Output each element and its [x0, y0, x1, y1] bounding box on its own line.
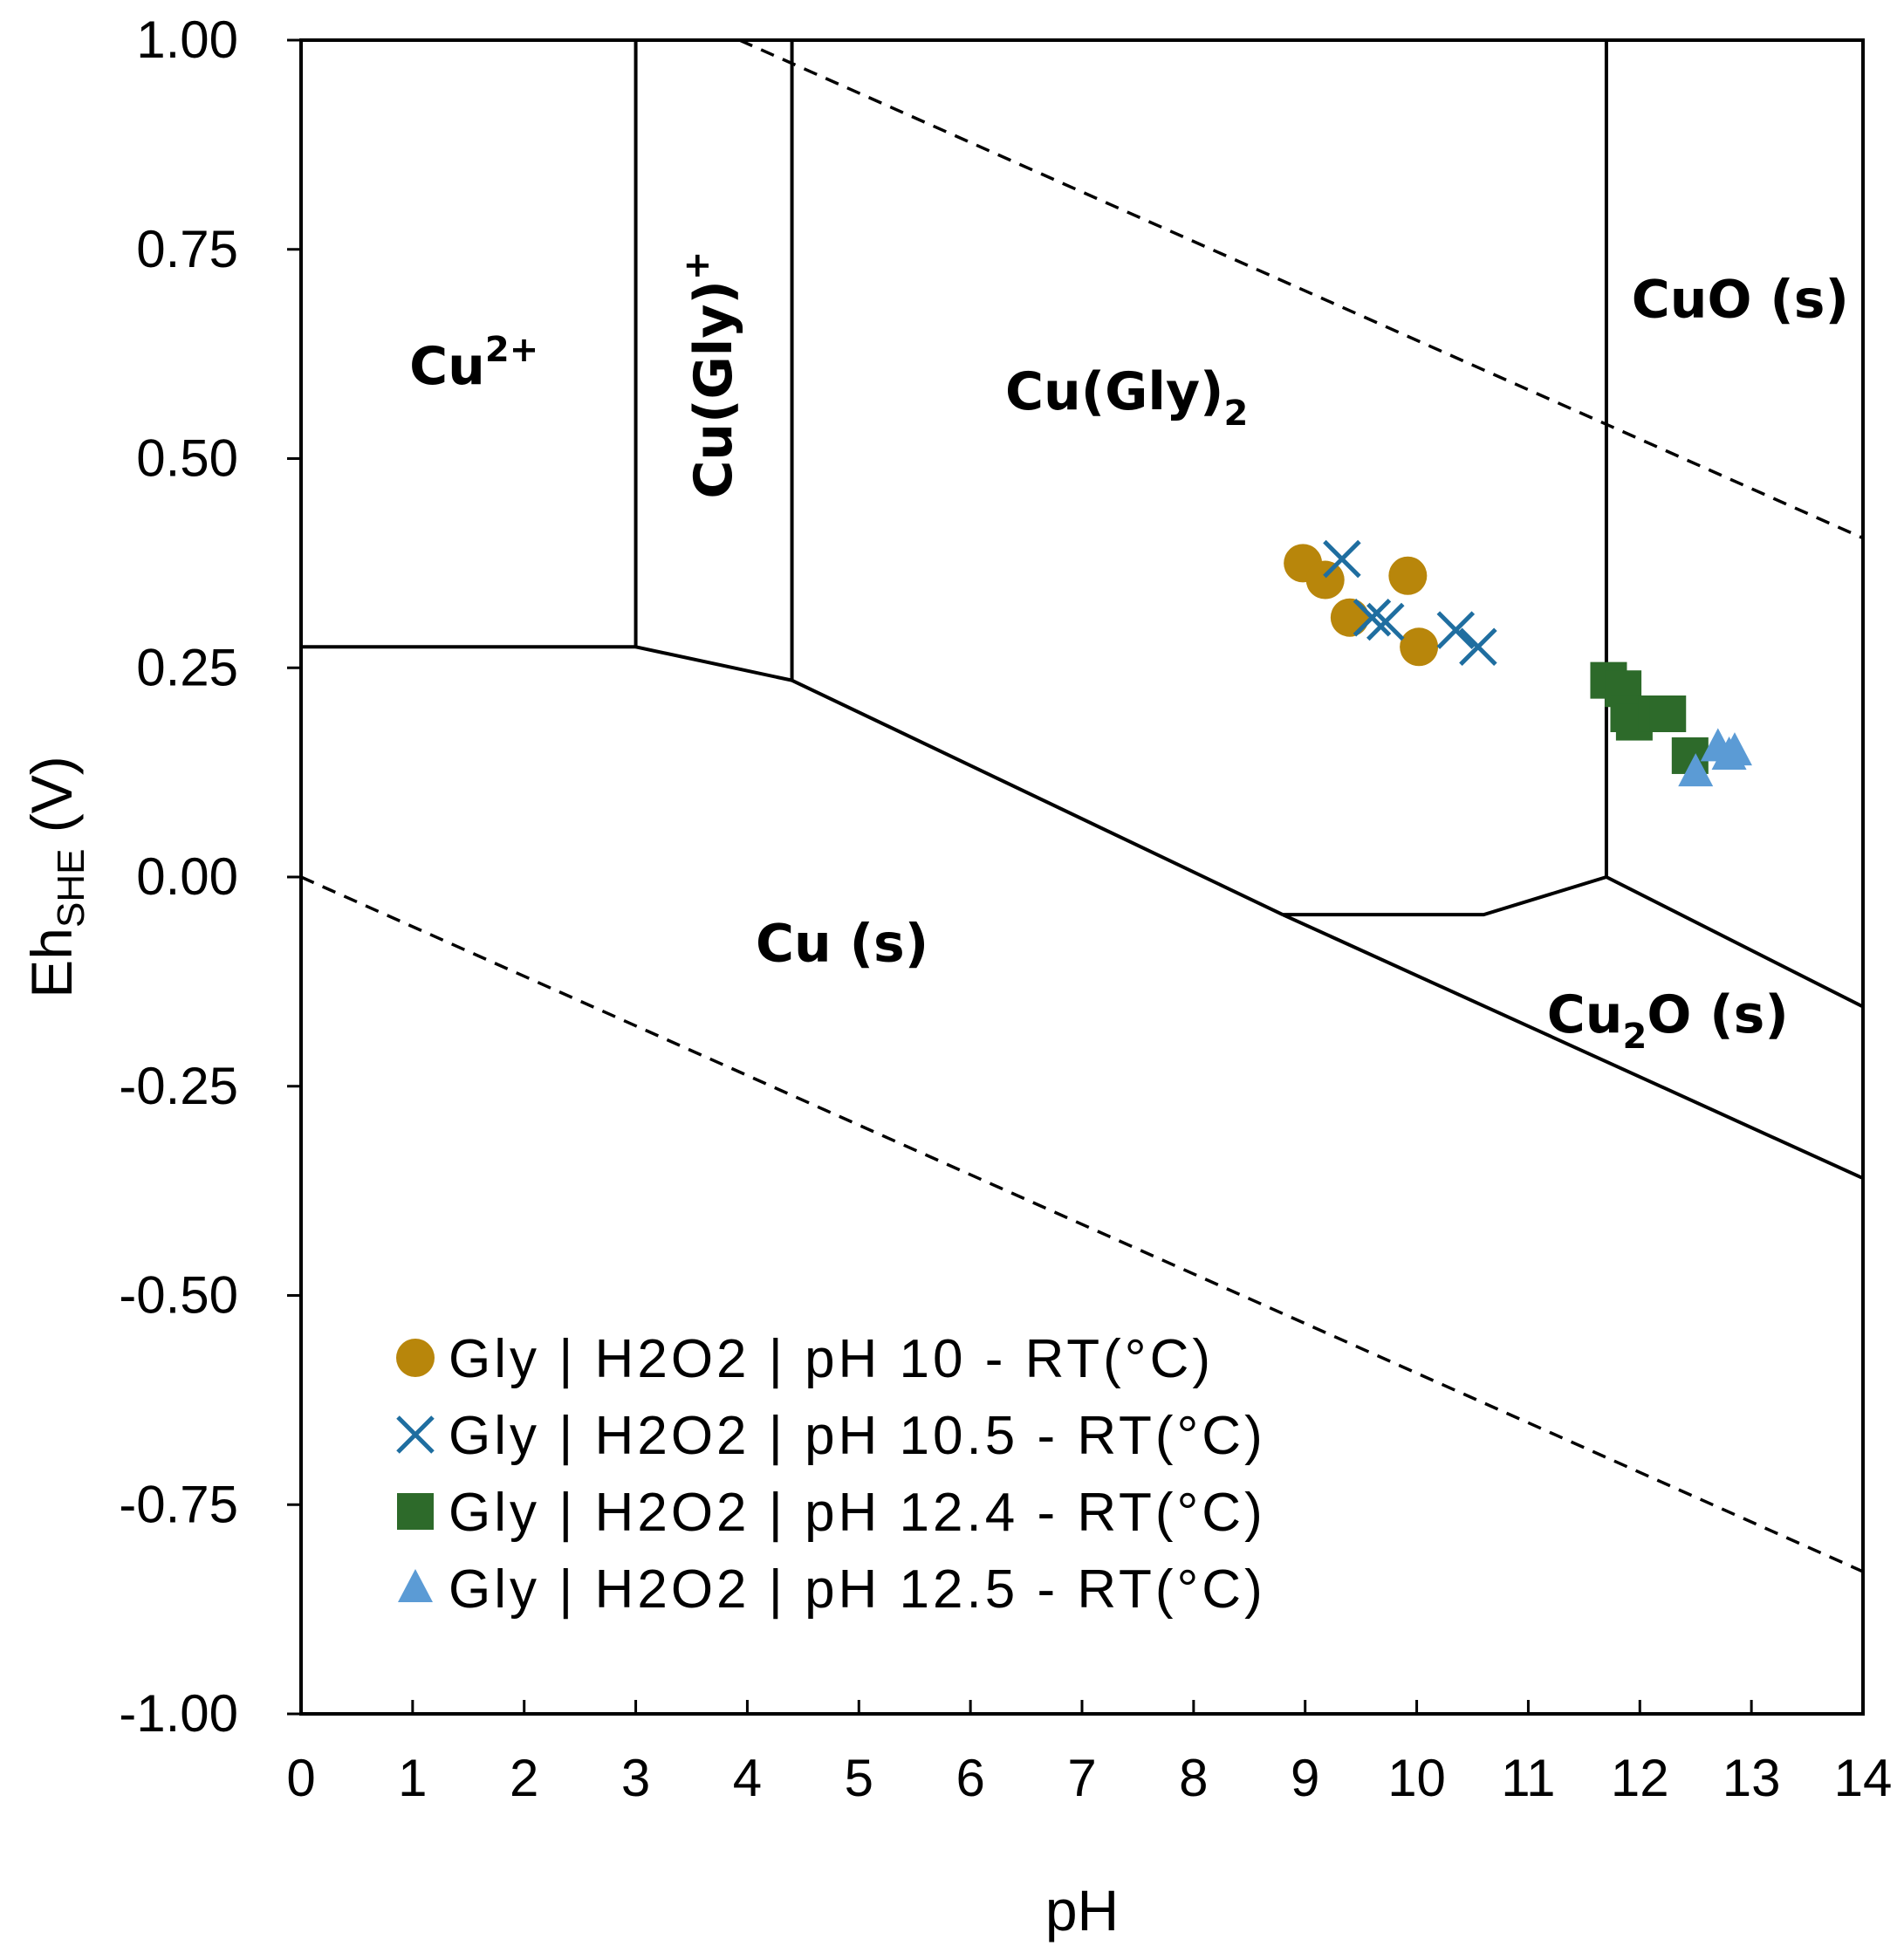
data-point-series-3 — [1678, 753, 1714, 787]
region-label-sup: 2+ — [485, 330, 538, 370]
x-tick-label: 11 — [1501, 1749, 1555, 1807]
legend-label-2: Gly | H2O2 | pH 12.4 - RT(°C) — [449, 1483, 1266, 1543]
region-label-base: Cu — [756, 914, 832, 975]
x-tick-label: 9 — [1291, 1749, 1319, 1807]
region-label-3: CuO (s) — [1632, 269, 1849, 330]
data-point-series-1 — [1323, 539, 1361, 579]
region-label-suffix: (s) — [832, 914, 928, 975]
y-tick-label: 0.75 — [136, 220, 238, 278]
data-point-series-2 — [1649, 695, 1687, 732]
x-tick-label: 13 — [1723, 1749, 1781, 1807]
hydrogen-stability-line — [300, 875, 1864, 1573]
cu-cu2o-boundary — [1282, 913, 1864, 1181]
y-tick-label: -0.25 — [119, 1057, 238, 1115]
data-point-series-3 — [1716, 732, 1752, 766]
x-tick-label: 8 — [1179, 1749, 1208, 1807]
data-point-series-0 — [1400, 627, 1439, 667]
x-tick-label: 0 — [286, 1749, 315, 1807]
legend-marker-1 — [396, 1415, 435, 1454]
region-label-base: Cu — [409, 336, 485, 397]
oxygen-stability-line — [738, 38, 1864, 540]
x-tick-label: 5 — [845, 1749, 873, 1807]
data-point-series-0 — [1330, 598, 1369, 637]
y-axis-title-unit: (V) — [19, 756, 84, 848]
y-tick-label: -0.50 — [119, 1266, 238, 1325]
region-label-sup: + — [677, 251, 717, 281]
region-label-0: Cu2+ — [409, 330, 538, 397]
y-tick-label: -1.00 — [119, 1684, 238, 1743]
axis-ticks: 0 1 2 3 4 5 6 7 8 9 10 11 12 13 141.000.750.500.250.00… — [119, 10, 1892, 1807]
data-point-series-0 — [1305, 560, 1345, 600]
y-axis-title: EhSHE (V) — [19, 756, 92, 998]
y-tick-label: 0.25 — [136, 638, 238, 696]
y-tick-label: 0.50 — [136, 429, 238, 488]
y-tick-label: -0.75 — [119, 1475, 238, 1533]
region-label-base: Cu — [1547, 984, 1623, 1045]
y-tick-label: 1.00 — [136, 10, 238, 69]
data-points — [1284, 539, 1752, 787]
region-label-5: Cu2O (s) — [1547, 984, 1789, 1057]
data-point-series-1 — [1366, 602, 1405, 641]
region-label-base: Cu(Gly) — [1005, 361, 1224, 422]
region-label-suffix: O (s) — [1647, 984, 1788, 1045]
legend-label-1: Gly | H2O2 | pH 10.5 - RT(°C) — [449, 1406, 1266, 1466]
legend-marker-0 — [396, 1339, 435, 1377]
y-tick-label: 0.00 — [136, 847, 238, 906]
region-label-base: Cu(Gly) — [683, 280, 744, 499]
data-point-series-1 — [1436, 611, 1476, 649]
y-axis-title-sub: SHE — [50, 849, 92, 928]
region-label-1: Cu(Gly)+ — [677, 251, 744, 499]
legend-marker-3 — [398, 1569, 433, 1602]
cugly2-cu2o-boundary — [1283, 875, 1607, 917]
x-axis-title: pH — [1045, 1878, 1119, 1943]
region-label-4: Cu (s) — [756, 914, 928, 975]
data-point-series-1 — [1459, 627, 1497, 667]
phase-boundaries — [301, 40, 1864, 1181]
region-label-sub: 2 — [1223, 394, 1248, 434]
x-tick-label: 2 — [510, 1749, 538, 1807]
x-tick-label: 6 — [955, 1749, 984, 1807]
region-label-base: CuO — [1632, 269, 1752, 330]
region-label-suffix: (s) — [1752, 269, 1849, 330]
x-tick-label: 7 — [1067, 1749, 1096, 1807]
x-tick-label: 1 — [398, 1749, 427, 1807]
x-tick-label: 4 — [733, 1749, 762, 1807]
x-tick-label: 14 — [1834, 1749, 1893, 1807]
x-tick-label: 3 — [621, 1749, 650, 1807]
y-axis-title-main: Eh — [19, 928, 84, 998]
legend: Gly | H2O2 | pH 10 - RT(°C) Gly | H2O2 | … — [396, 1329, 1266, 1620]
data-point-series-1 — [1353, 598, 1392, 637]
cu2o-cuo-boundary — [1606, 875, 1864, 1009]
region-label-2: Cu(Gly)2 — [1005, 361, 1248, 434]
x-tick-label: 10 — [1387, 1749, 1446, 1807]
x-tick-label: 12 — [1611, 1749, 1669, 1807]
cugly-cu-boundary — [635, 645, 792, 682]
legend-label-3: Gly | H2O2 | pH 12.5 - RT(°C) — [449, 1559, 1266, 1620]
cugly2-cu-boundary — [791, 678, 1284, 916]
legend-marker-2 — [397, 1493, 434, 1530]
region-label-sub: 2 — [1622, 1017, 1647, 1057]
data-point-series-0 — [1388, 556, 1428, 595]
water-stability-lines — [300, 38, 1864, 1573]
legend-label-0: Gly | H2O2 | pH 10 - RT(°C) — [449, 1329, 1214, 1389]
